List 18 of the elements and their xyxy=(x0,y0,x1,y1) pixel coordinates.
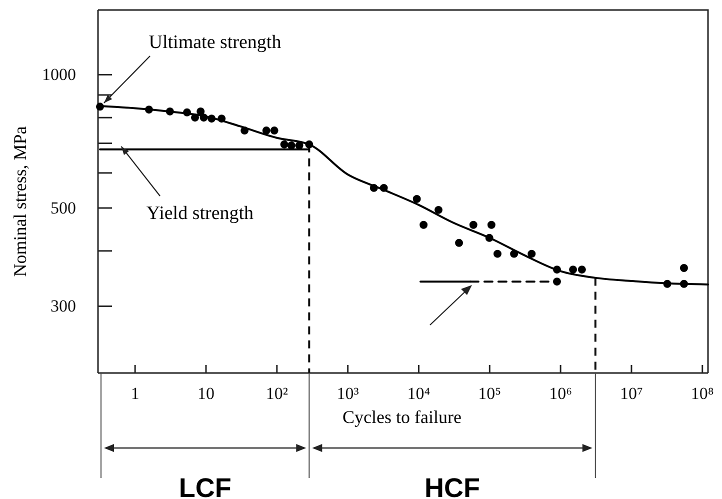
x-tick-label: 10⁴ xyxy=(407,384,430,404)
x-axis-title: Cycles to failure xyxy=(342,407,462,427)
x-tick-label: 10⁷ xyxy=(620,384,644,404)
y-tick-label: 1000 xyxy=(42,65,76,84)
x-tick-label: 10 xyxy=(197,384,214,404)
text: LCF xyxy=(178,473,232,499)
x-tick-label: 10³ xyxy=(336,384,359,404)
x-tick-label: 1 xyxy=(130,384,140,404)
x-tick-label: 10² xyxy=(266,384,288,404)
y-tick-label: 500 xyxy=(50,198,76,218)
text: HCF xyxy=(424,473,480,499)
y-tick-label: 300 xyxy=(50,296,76,316)
x-tick-label: 10⁶ xyxy=(549,384,572,404)
y-axis-title: Nominal stress, MPa xyxy=(10,126,30,277)
x-tick-label: 10⁵ xyxy=(478,384,502,404)
annotation: Ultimate strength xyxy=(148,32,282,53)
x-tick-label: 10⁸ xyxy=(690,384,714,404)
annotation: Yield strength xyxy=(146,203,254,224)
